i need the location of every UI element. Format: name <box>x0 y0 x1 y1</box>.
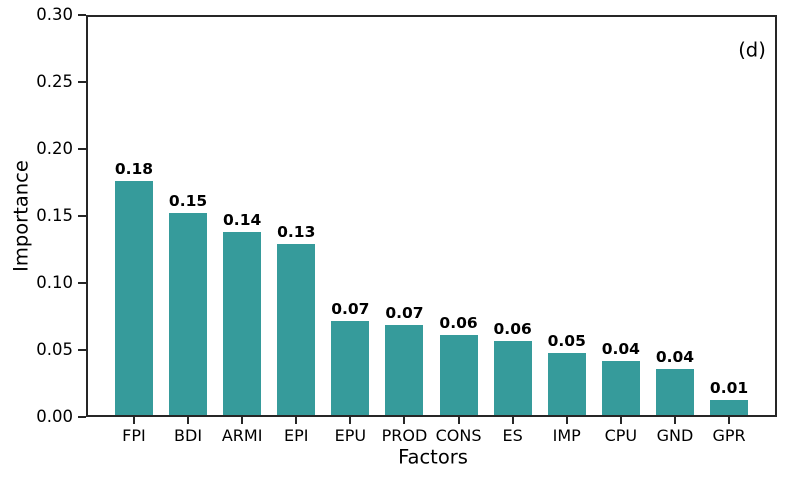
y-axis-tick <box>78 14 86 16</box>
x-tick-label-prod: PROD <box>381 426 428 445</box>
x-tick-label-cons: CONS <box>435 426 482 445</box>
bar-gpr <box>710 399 749 415</box>
x-tick-label-gnd: GND <box>656 426 694 445</box>
x-axis-tick <box>619 417 622 424</box>
bar-value-label-epu: 0.07 <box>331 299 370 318</box>
x-axis-tick <box>565 417 568 424</box>
x-tick-label-bdi: BDI <box>174 426 203 445</box>
y-tick-label-0.10: 0.10 <box>36 273 73 292</box>
x-tick-label-fpi: FPI <box>122 426 146 445</box>
y-tick-label-0.15: 0.15 <box>36 206 73 225</box>
bar-bdi <box>169 213 208 415</box>
x-axis-tick <box>403 417 406 424</box>
bar-cpu <box>601 360 640 415</box>
bar-value-label-imp: 0.05 <box>547 331 586 350</box>
y-tick-label-0.30: 0.30 <box>36 5 73 24</box>
y-tick-label-0.05: 0.05 <box>36 340 73 359</box>
bar-value-label-bdi: 0.15 <box>168 192 208 211</box>
bar-value-label-gnd: 0.04 <box>655 347 695 366</box>
y-axis-tick <box>78 148 86 150</box>
x-tick-label-epu: EPU <box>334 426 367 445</box>
y-axis-tick <box>78 215 86 217</box>
x-axis-tick <box>728 417 731 424</box>
bar-value-label-cpu: 0.04 <box>601 339 640 358</box>
bar-armi <box>223 232 262 415</box>
bar-epu <box>331 320 370 415</box>
y-axis-tick <box>78 416 86 418</box>
bar-gnd <box>655 368 694 415</box>
x-axis-tick <box>673 417 676 424</box>
y-axis-tick <box>78 282 86 284</box>
x-axis-title: Factors <box>398 445 468 469</box>
bar-prod <box>385 324 424 415</box>
bar-fpi <box>114 181 153 415</box>
y-axis-tick <box>78 349 86 351</box>
y-tick-label-0.25: 0.25 <box>36 72 73 91</box>
y-tick-label-0.00: 0.00 <box>36 407 73 426</box>
bar-value-label-cons: 0.06 <box>439 314 478 333</box>
x-axis-tick <box>457 417 460 424</box>
bar-value-label-gpr: 0.01 <box>709 378 749 397</box>
x-axis-tick <box>241 417 244 424</box>
x-axis-tick <box>511 417 514 424</box>
y-tick-label-0.20: 0.20 <box>36 139 73 158</box>
bar-value-label-armi: 0.14 <box>223 211 262 230</box>
x-tick-label-epi: EPI <box>284 426 309 445</box>
x-tick-label-es: ES <box>502 426 523 445</box>
y-axis-tick <box>78 81 86 83</box>
bar-value-label-es: 0.06 <box>493 319 532 338</box>
bar-value-label-epi: 0.13 <box>277 223 316 242</box>
bar-value-label-prod: 0.07 <box>385 303 424 322</box>
x-axis-tick <box>349 417 352 424</box>
x-tick-label-gpr: GPR <box>712 426 746 445</box>
x-axis-tick <box>295 417 298 424</box>
x-tick-label-imp: IMP <box>552 426 581 445</box>
bar-value-label-fpi: 0.18 <box>114 160 154 179</box>
x-tick-label-armi: ARMI <box>221 426 263 445</box>
panel-label: (d) <box>738 38 766 62</box>
x-tick-label-cpu: CPU <box>604 426 638 445</box>
bar-epi <box>277 244 316 415</box>
bar-cons <box>439 335 478 415</box>
bar-es <box>493 340 532 415</box>
x-axis-tick <box>187 417 190 424</box>
x-axis-tick <box>132 417 135 424</box>
bar-imp <box>547 352 586 415</box>
